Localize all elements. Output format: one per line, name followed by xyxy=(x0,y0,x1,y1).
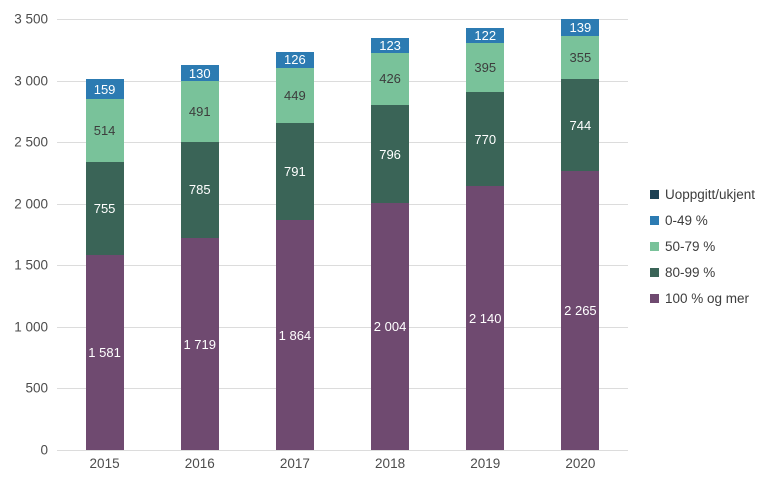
bar-segment-label: 126 xyxy=(284,52,306,68)
x-tick-label: 2015 xyxy=(89,456,120,471)
bar-segment: 1 581 xyxy=(85,255,124,450)
gridline xyxy=(57,265,628,267)
bar-segment: 2 140 xyxy=(466,186,505,450)
legend-swatch-icon xyxy=(650,242,659,251)
bar-segment: 770 xyxy=(466,91,505,187)
bar-segment: 395 xyxy=(466,43,505,92)
legend-swatch-icon xyxy=(650,268,659,277)
bar-segment: 2 004 xyxy=(371,203,410,450)
gridline xyxy=(57,19,628,20)
bar-segment-label: 426 xyxy=(379,71,401,87)
x-tick-label: 2018 xyxy=(375,456,406,471)
y-tick-label: 3 500 xyxy=(14,11,48,27)
legend-label: 80-99 % xyxy=(665,265,716,280)
bar-segment-label: 122 xyxy=(474,27,497,43)
bar-segment: 1 719 xyxy=(180,238,219,450)
bar-segment-label: 1 864 xyxy=(278,327,312,343)
bar-segment: 126 xyxy=(275,52,314,68)
bar-segment-label: 130 xyxy=(188,65,211,81)
bar-segment: 449 xyxy=(275,67,314,124)
bar-segment-label: 796 xyxy=(379,146,401,162)
bar-segment-label: 449 xyxy=(284,87,306,103)
legend-swatch-icon xyxy=(650,190,659,199)
bar-segment-label: 755 xyxy=(93,201,116,217)
y-tick-label: 2 000 xyxy=(14,196,48,212)
bar-segment-label: 2 004 xyxy=(373,319,407,335)
bar-segment: 355 xyxy=(561,35,600,80)
bar-segment: 514 xyxy=(85,99,124,163)
bar-segment: 123 xyxy=(371,37,410,53)
bar-segment: 1 864 xyxy=(275,220,314,450)
bar-segment-label: 514 xyxy=(93,123,116,139)
bar-segment: 122 xyxy=(466,27,505,43)
x-tick-label: 2017 xyxy=(279,456,310,471)
bar-segment: 491 xyxy=(180,81,219,142)
bar-segment: 130 xyxy=(180,65,219,82)
legend-item: 80-99 % xyxy=(650,265,755,280)
bar-segment-label: 1 581 xyxy=(88,345,121,361)
bar-segment: 791 xyxy=(275,123,314,221)
bar-segment-label: 395 xyxy=(474,59,497,75)
bar-segment-label: 159 xyxy=(93,81,116,97)
bar-segment: 139 xyxy=(561,18,600,36)
bar-segment: 159 xyxy=(85,79,124,100)
legend-item: 0-49 % xyxy=(650,213,755,228)
bar-segment: 2 265 xyxy=(561,171,600,450)
x-tick-label: 2016 xyxy=(184,456,215,471)
bar-segment-label: 491 xyxy=(188,103,211,119)
bar-segment-label: 744 xyxy=(569,117,592,133)
bar-segment-label: 785 xyxy=(188,182,211,198)
bar-segment-label: 355 xyxy=(569,50,592,66)
bar-segment-label: 791 xyxy=(284,164,306,180)
legend-label: 50-79 % xyxy=(665,239,716,254)
legend: Uoppgitt/ukjent 0-49 % 50-79 % 80-99 % 100 %… xyxy=(650,187,755,306)
gridline xyxy=(57,80,628,82)
y-tick-label: 0 xyxy=(40,442,48,458)
gridline xyxy=(57,388,628,390)
y-tick-label: 2 500 xyxy=(14,134,48,150)
y-tick-label: 3 000 xyxy=(14,73,48,89)
legend-swatch-icon xyxy=(650,216,659,225)
legend-item: 100 % og mer xyxy=(650,291,755,306)
bar-segment: 796 xyxy=(371,105,410,204)
x-tick-label: 2020 xyxy=(565,456,596,471)
legend-label: 0-49 % xyxy=(665,213,708,228)
bar-segment-label: 123 xyxy=(379,37,401,53)
legend-label: Uoppgitt/ukjent xyxy=(665,187,756,202)
gridline xyxy=(57,450,628,451)
y-tick-label: 1 000 xyxy=(14,319,48,335)
x-tick-label: 2019 xyxy=(470,456,501,471)
bar-segment: 744 xyxy=(561,79,600,172)
legend-swatch-icon xyxy=(650,294,659,303)
bar-segment: 426 xyxy=(371,52,410,106)
gridline xyxy=(57,326,628,328)
gridline xyxy=(57,142,628,144)
bar-segment-label: 1 719 xyxy=(183,336,217,352)
legend-item: Uoppgitt/ukjent xyxy=(650,187,755,202)
legend-item: 50-79 % xyxy=(650,239,755,254)
bar-segment-label: 2 140 xyxy=(468,310,502,326)
bar-segment-label: 139 xyxy=(569,19,592,35)
y-tick-label: 500 xyxy=(25,380,48,396)
bar-segment: 755 xyxy=(85,162,124,256)
bar-segment-label: 2 265 xyxy=(564,303,597,319)
gridline xyxy=(57,203,628,205)
bar-segment-label: 770 xyxy=(474,131,497,147)
bar-segment: 785 xyxy=(180,141,219,239)
y-tick-label: 1 500 xyxy=(14,257,48,273)
legend-label: 100 % og mer xyxy=(665,291,750,306)
